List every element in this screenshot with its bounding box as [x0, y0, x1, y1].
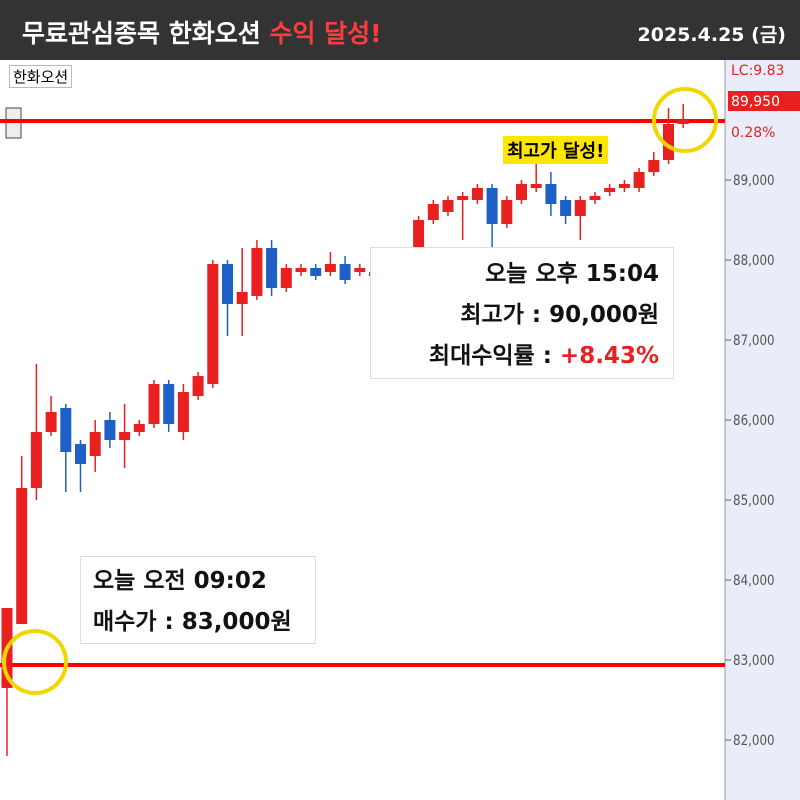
candle-body: [604, 188, 616, 192]
candle-body: [633, 172, 645, 188]
y-tick-label: 85,000: [733, 493, 775, 509]
y-tick-label: 86,000: [733, 413, 775, 429]
header: 무료관심종목 한화오션 수익 달성! 2025.4.25 (금): [0, 0, 800, 60]
y-tick-label: 83,000: [733, 653, 775, 669]
candle-body: [663, 124, 674, 160]
candle-body: [133, 424, 145, 432]
date: 2025.4.25 (금): [637, 24, 786, 46]
peak-badge: 최고가 달성!: [503, 136, 609, 164]
candle-body: [104, 420, 116, 440]
candle-body: [413, 220, 425, 256]
sell-high: 최고가 : 90,000원: [460, 302, 659, 328]
candle-body: [89, 432, 101, 456]
sell-return: 최대수익률 : +8.43%: [371, 336, 659, 377]
candle-body: [618, 184, 630, 188]
candle-body: [192, 376, 204, 396]
y-tick-label: 84,000: [733, 573, 775, 589]
candle-body: [119, 432, 131, 440]
candle-body: [471, 188, 483, 200]
candle-body: [486, 188, 498, 224]
title: 무료관심종목 한화오션 수익 달성!: [22, 14, 382, 50]
chart: LC:9.83 89,950 0.28% 82,000 83,000 84,000 8…: [0, 60, 800, 800]
last-price: 89,950: [731, 94, 780, 110]
candle-body: [30, 432, 42, 488]
candle-body: [457, 196, 469, 200]
candle-body: [60, 408, 72, 452]
title-highlight: 수익 달성!: [269, 19, 382, 48]
price-box: [728, 91, 800, 111]
y-tick-label: 88,000: [733, 253, 775, 269]
candle-body: [177, 392, 189, 432]
sell-box: 오늘 오후 15:04 최고가 : 90,000원 최대수익률 : +8.43%: [370, 247, 674, 379]
candle-body: [589, 196, 601, 200]
title-main: 무료관심종목 한화오션: [22, 19, 261, 48]
candle-body: [427, 204, 439, 220]
candle-body: [442, 200, 454, 212]
buy-box: 오늘 오전 09:02 매수가 : 83,000원: [80, 556, 316, 644]
sell-time: 오늘 오후 15:04: [485, 261, 659, 287]
candle-body: [648, 160, 660, 172]
candle-body: [574, 200, 586, 216]
candle-body: [251, 248, 263, 296]
candle-body: [222, 264, 233, 304]
buy-circle: [2, 629, 68, 695]
buy-price: 매수가 : 83,000원: [93, 609, 292, 635]
y-tick-label: 89,000: [733, 173, 775, 189]
candle-body: [295, 268, 307, 272]
candle-body: [148, 384, 160, 424]
stock-label: 한화오션: [9, 65, 73, 88]
candle-body: [16, 488, 28, 624]
candle-body: [545, 184, 557, 204]
candle-body: [266, 248, 278, 288]
lc-label: LC:9.83: [731, 63, 784, 79]
buy-time: 오늘 오전 09:02: [93, 568, 267, 594]
candle-body: [45, 412, 57, 432]
candle-body: [530, 184, 542, 188]
return-label: 최대수익률 :: [428, 343, 560, 369]
candle-body: [354, 268, 366, 272]
candle-body: [501, 200, 513, 224]
candle-body: [75, 444, 86, 464]
axis-strip: [725, 60, 800, 800]
candle-body: [560, 200, 572, 216]
y-tick-label: 82,000: [733, 733, 775, 749]
peak-circle: [652, 87, 718, 153]
candle-body: [677, 120, 689, 124]
candle-body: [163, 384, 175, 424]
candle-body: [310, 268, 322, 276]
candle-body: [339, 264, 351, 280]
candle-body: [236, 292, 248, 304]
return-value: +8.43%: [559, 343, 659, 369]
candle-body: [516, 184, 527, 200]
candle-body: [324, 264, 336, 272]
y-tick-label: 87,000: [733, 333, 775, 349]
candle-body: [207, 264, 219, 384]
change: 0.28%: [731, 125, 775, 141]
candle-body: [280, 268, 292, 288]
